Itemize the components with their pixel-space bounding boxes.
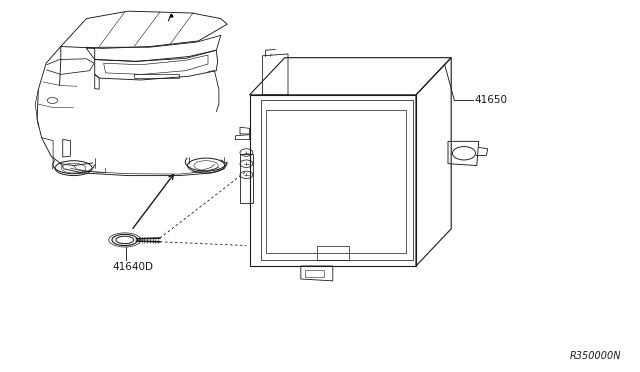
Text: 41650: 41650 — [475, 96, 508, 105]
Text: 41640D: 41640D — [112, 262, 153, 272]
Text: R350000N: R350000N — [570, 351, 621, 361]
